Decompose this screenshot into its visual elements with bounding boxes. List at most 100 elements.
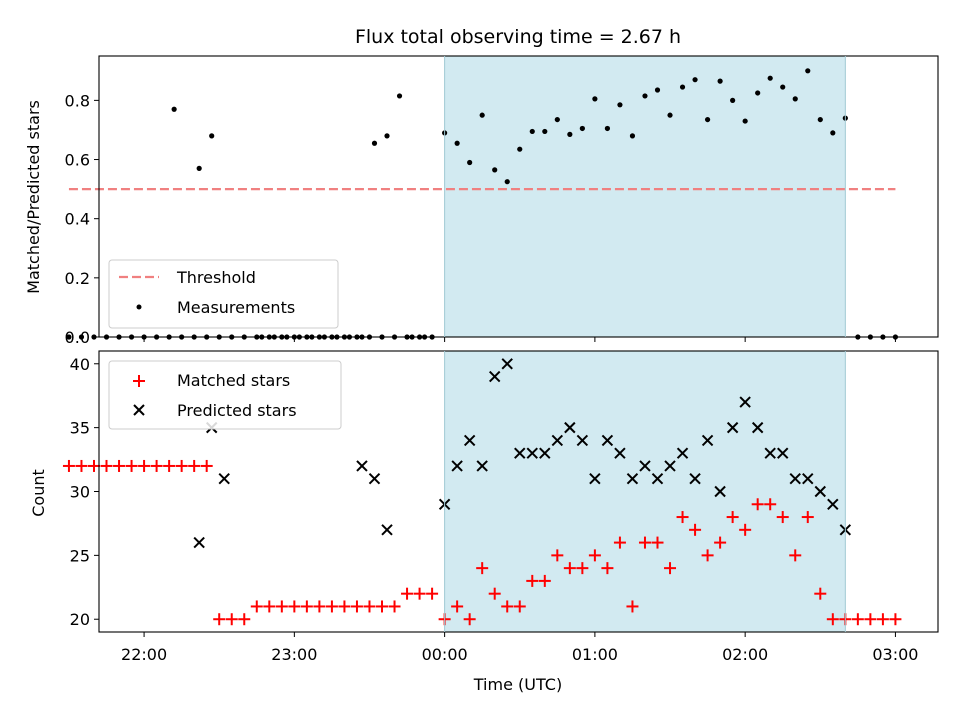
measurement-point: [196, 165, 202, 171]
predicted-star-point: [526, 447, 538, 459]
predicted-star-point: [539, 447, 551, 459]
matched-star-point: [851, 613, 864, 626]
matched-star-point: [300, 600, 313, 613]
measurement-point: [579, 125, 585, 132]
predicted-star-point: [489, 370, 501, 383]
measurement-point: [171, 106, 177, 112]
predicted-star-point: [514, 447, 526, 459]
measurement-point: [517, 146, 523, 152]
matched-star-point: [526, 574, 539, 587]
matched-star-point: [125, 459, 138, 472]
matched-star-point: [138, 459, 151, 472]
matched-star-point: [826, 613, 839, 626]
observing-span-bottom: [444, 351, 846, 632]
measurement-point: [384, 133, 390, 139]
predicted-star-point: [789, 473, 801, 485]
predicted-star-point: [689, 473, 701, 485]
measurement-point: [617, 102, 623, 108]
x-tick-label: 03:00: [872, 645, 918, 664]
measurement-point: [742, 118, 748, 124]
bottom-legend: Matched stars Predicted stars: [108, 360, 342, 430]
matched-star-point: [814, 587, 827, 600]
matched-star-point: [313, 600, 326, 613]
matched-star-point: [739, 523, 752, 536]
predicted-star-point: [651, 473, 664, 485]
x-axis-label: Time (UTC): [473, 675, 562, 694]
legend-threshold-label: Threshold: [176, 268, 256, 287]
top-legend-box: [108, 259, 339, 329]
y-tick-label: 0.0: [65, 328, 90, 347]
bottom-y-axis-label: Count: [29, 469, 48, 517]
predicted-star-point: [451, 460, 463, 472]
measurement-point: [730, 97, 736, 103]
matched-star-point: [188, 459, 201, 472]
measurement-point: [792, 96, 798, 102]
predicted-star-point: [777, 447, 789, 459]
predicted-star-point: [564, 421, 576, 434]
measurement-point: [717, 78, 723, 84]
legend-measurements-label: Measurements: [177, 298, 295, 317]
predicted-star-point: [814, 485, 826, 498]
measurement-point: [504, 179, 510, 185]
predicted-star-point: [676, 447, 689, 459]
predicted-star-point: [739, 396, 751, 408]
predicted-star-point: [614, 447, 626, 459]
matched-star-point: [676, 511, 689, 524]
matched-star-point: [100, 459, 113, 472]
top-y-axis-label: Matched/Predicted stars: [24, 100, 43, 294]
predicted-star-point: [751, 421, 764, 434]
predicted-star-point: [701, 434, 714, 447]
predicted-star-point: [476, 460, 488, 472]
matched-star-point: [638, 536, 651, 549]
y-tick-label: 30: [70, 483, 90, 502]
matched-star-point: [626, 600, 639, 613]
y-tick-label: 35: [70, 419, 90, 438]
legend-predicted-swatch: [133, 404, 145, 416]
y-tick-label: 20: [70, 610, 90, 629]
y-tick-label: 25: [70, 546, 90, 565]
bottom-panel: 20 25 30 35 40 22:00 23:00 00:00 01:00 02:00 03:0…: [29, 350, 939, 694]
matched-star-point: [476, 562, 489, 575]
predicted-star-point: [463, 434, 476, 447]
matched-star-point: [363, 600, 376, 613]
predicted-star-point: [356, 460, 368, 472]
measurement-point: [642, 93, 648, 99]
predicted-star-point: [218, 473, 230, 485]
top-x-ticks: [143, 337, 896, 342]
measurement-point: [805, 68, 811, 74]
bottom-x-ticks: 22:00 23:00 00:00 01:00 02:00 03:00: [121, 632, 918, 664]
matched-star-point: [726, 511, 739, 524]
top-plot-frame: [98, 55, 939, 338]
x-tick-label: 01:00: [572, 645, 618, 664]
measurement-point: [467, 159, 473, 166]
predicted-star-point: [551, 434, 564, 447]
matched-star-point: [325, 600, 338, 613]
predicted-star-point: [802, 473, 814, 485]
matched-star-point: [651, 536, 664, 549]
predicted-star-point: [381, 524, 393, 536]
measurement-point: [592, 96, 598, 102]
matched-star-point: [350, 600, 363, 613]
predicted-star-point: [576, 434, 589, 447]
measurement-point: [479, 112, 485, 118]
y-tick-label: 0.2: [65, 269, 90, 288]
matched-star-point: [288, 600, 301, 613]
measurement-point: [755, 90, 761, 96]
legend-matched-swatch: [133, 375, 145, 387]
measurement-point: [542, 128, 548, 135]
measurement-point: [209, 133, 215, 139]
measurement-point: [492, 167, 498, 173]
matched-star-point: [150, 459, 163, 472]
matched-star-point: [864, 613, 877, 626]
matched-star-point: [601, 562, 614, 575]
legend-measurements-swatch: [136, 304, 142, 310]
bottom-legend-box: [108, 360, 342, 430]
chart-title: Flux total observing time = 2.67 h: [355, 26, 681, 48]
measurement-point: [767, 75, 773, 81]
matched-star-point: [689, 523, 702, 536]
matched-star-point: [413, 587, 426, 600]
matched-star-point: [563, 562, 576, 575]
measurement-point: [78, 334, 85, 340]
x-tick-label: 02:00: [722, 645, 768, 664]
